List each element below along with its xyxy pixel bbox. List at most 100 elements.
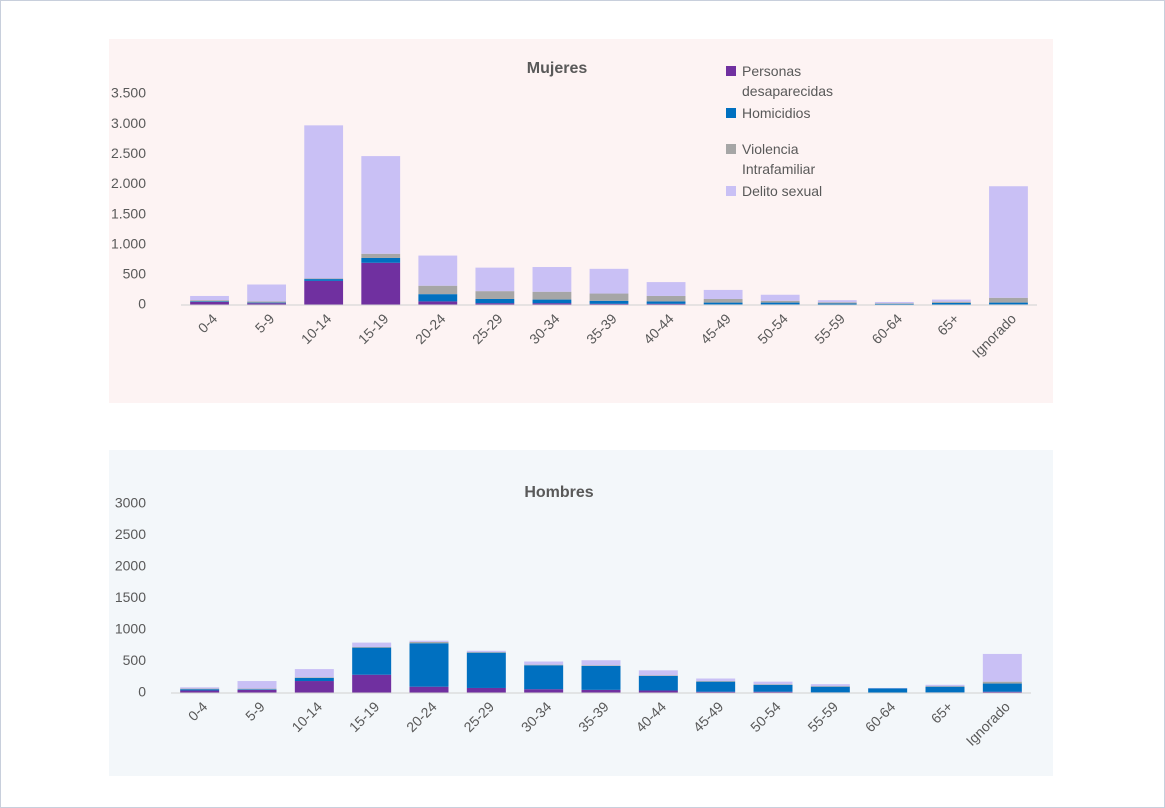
bar-segment [638,675,678,691]
legend-swatch [726,108,736,118]
bar-segment [294,677,334,682]
x-tick-label: 45-49 [690,698,727,735]
bar-segment [581,665,621,690]
bar-segment [581,665,621,666]
x-tick-label: 35-39 [575,698,612,735]
y-tick-label: 2500 [115,526,146,542]
x-tick-label: 25-29 [469,310,506,347]
x-tick-label: 40-44 [640,310,677,347]
y-tick-label: 500 [123,266,147,282]
bar-segment [868,688,908,693]
x-tick-label: 25-29 [460,698,497,735]
bar-segment [294,677,334,678]
bar-segment [982,683,1022,692]
y-tick-label: 2.500 [111,145,146,161]
bar-segment [589,293,629,301]
bar-segment [817,302,857,304]
bar-segment [466,652,506,688]
x-tick-label: 30-34 [526,310,563,347]
bar-segment [638,690,678,693]
chart-title: Hombres [524,484,593,501]
bar-segment [418,285,458,295]
bar-segment [237,688,277,690]
bar-segment [524,664,564,666]
bar-segment [810,686,850,693]
bar-segment [180,688,220,690]
bar-segment [753,681,793,685]
bar-segment [703,298,743,303]
bar-segment [475,298,515,304]
bar-segment [418,301,458,305]
bar-segment [352,642,392,648]
y-tick-label: 500 [123,652,147,668]
x-tick-label: 40-44 [632,698,669,735]
chart-title: Mujeres [527,60,588,77]
x-tick-label: Ignorado [969,310,1020,361]
y-tick-label: 3000 [115,495,146,511]
bar-segment [466,687,506,693]
bar-segment [247,301,287,303]
bar-segment [237,681,277,689]
bar-segment [532,303,572,305]
bar-segment [753,684,793,692]
y-tick-label: 3.000 [111,115,146,131]
bar-segment [352,647,392,648]
bar-segment [190,301,229,305]
bar-segment [361,253,401,258]
bar-segment [874,303,914,304]
bar-segment [817,303,857,305]
x-tick-label: 60-64 [868,310,905,347]
bar-segment [418,294,458,302]
bar-segment [696,681,736,692]
bar-segment [190,295,229,301]
y-tick-label: 3.500 [111,85,146,101]
x-tick-label: 65+ [934,310,962,338]
chart-panel: Mujeres 0 500 1.000 1.500 2.000 2.500 3.000 3.50… [109,39,1053,403]
bar-segment [418,255,458,286]
bar-segment [180,687,220,689]
bar-segment [352,647,392,675]
bar-segment [237,689,277,690]
legend-swatch [726,144,736,154]
bar-segment [237,689,277,693]
bar-segment [589,303,629,305]
bar-segment [989,186,1028,298]
bar-segment [190,301,229,302]
x-tick-label: 5-9 [252,310,278,336]
bar-segment [475,303,515,305]
bar-segment [925,684,965,687]
legend-swatch [726,186,736,196]
bar-segment [190,300,229,302]
bar-segment [409,640,449,642]
x-tick-label: 60-64 [862,698,899,735]
bar-segment [294,681,334,693]
x-tick-label: 10-14 [298,310,335,347]
bar-segment [646,282,686,296]
bar-segment [304,279,344,281]
y-tick-label: 1.000 [111,235,146,251]
y-tick-label: 2.000 [111,175,146,191]
x-tick-label: 30-34 [518,698,555,735]
bar-segment [304,280,344,305]
y-tick-label: 1500 [115,589,146,605]
x-tick-label: 10-14 [288,698,325,735]
bar-segment [475,267,515,292]
y-tick-label: 0 [138,296,146,312]
y-tick-label: 1.500 [111,205,146,221]
bar-segment [646,301,686,304]
legend-label: Violencia Intrafamiliar [742,141,816,177]
bar-segment [931,302,971,305]
bar-segment [294,669,334,678]
x-tick-label: 0-4 [185,698,211,724]
bar-segment [532,267,572,292]
bar-segment [810,684,850,687]
bar-segment [304,278,344,280]
legend-label: Homicidios [742,105,811,121]
bar-segment [589,300,629,304]
x-tick-label: 50-54 [747,698,784,735]
x-tick-label: 20-24 [412,310,449,347]
legend-swatch [726,66,736,76]
legend-label: Personas desaparecidas [742,63,834,99]
x-tick-label: Ignorado [963,698,1014,749]
bar-segment [304,125,344,279]
